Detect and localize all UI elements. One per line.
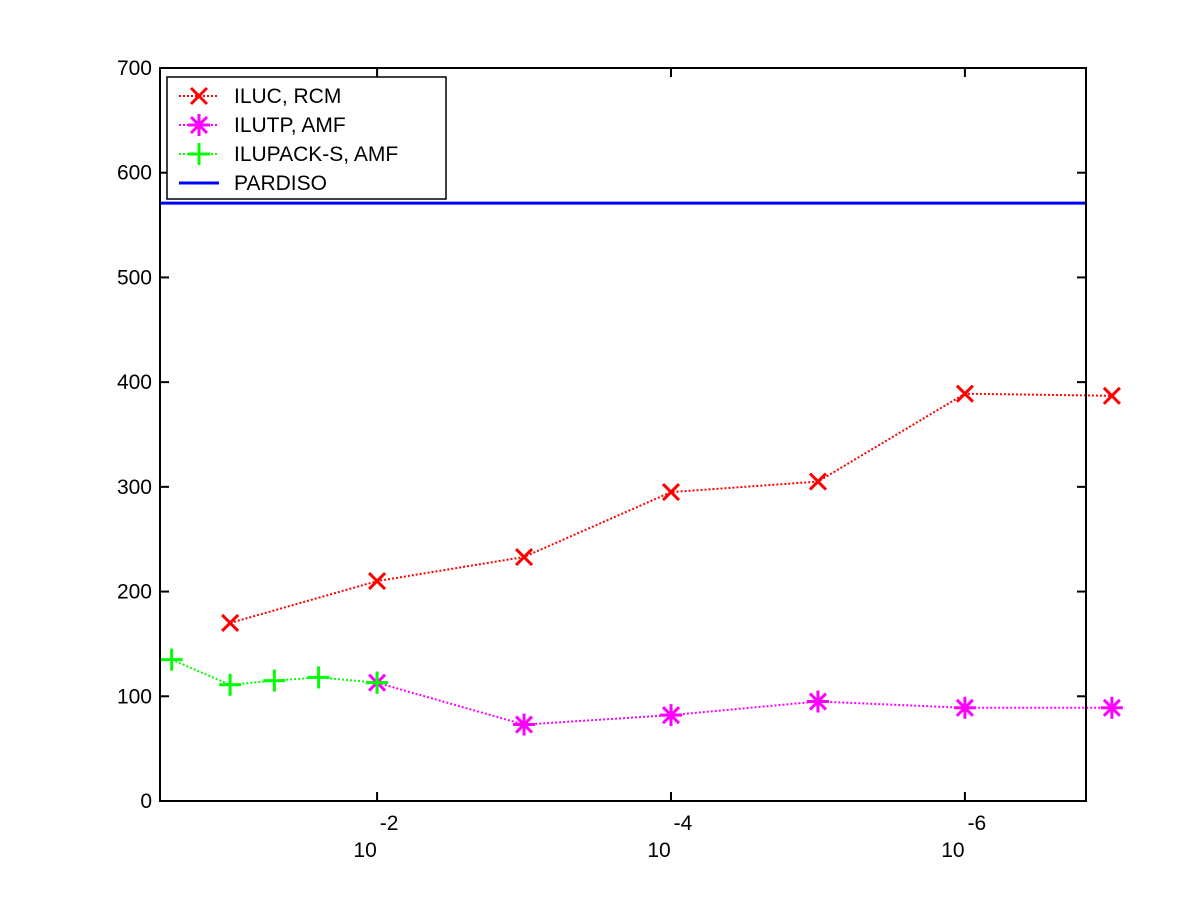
data-point-ilutp-amf [659, 704, 682, 727]
series-ilupack-s-amf [160, 648, 389, 696]
data-point-iluc-rcm [661, 483, 681, 502]
legend-marker [188, 114, 210, 136]
y-tick-label: 0 [140, 790, 152, 813]
series-iluc-rcm [221, 384, 1121, 633]
data-point-ilupack-s-amf [160, 648, 183, 671]
series-line-ilutp-amf [376, 681, 1112, 726]
data-point-ilupack-s-amf [307, 666, 330, 689]
y-tick-label: 600 [117, 162, 152, 185]
legend-label: PARDISO [234, 172, 327, 195]
x-tick-label: -610 [941, 812, 986, 862]
x-tick-exponent: -4 [674, 812, 693, 835]
data-point-ilupack-s-amf [366, 671, 389, 694]
x-tick-label: -210 [353, 812, 398, 862]
series-ilutp-amf [366, 671, 1123, 736]
data-point-iluc-rcm [955, 384, 974, 403]
legend-item-ilutp-amf: ILUTP, AMF [179, 114, 346, 137]
x-tick-base: 10 [941, 839, 964, 862]
data-point-ilutp-amf [953, 696, 976, 719]
y-tick-label: 200 [117, 581, 152, 604]
legend-item-ilupack-s-amf: ILUPACK-S, AMF [179, 143, 398, 166]
y-tick-label: 700 [117, 57, 152, 80]
data-point-iluc-rcm [368, 572, 387, 591]
data-point-iluc-rcm [1102, 386, 1121, 405]
legend-item-pardiso: PARDISO [179, 172, 327, 195]
data-point-ilutp-amf [806, 690, 829, 713]
x-tick-label: -410 [647, 812, 692, 862]
data-point-ilutp-amf [1100, 696, 1123, 719]
data-point-ilupack-s-amf [263, 669, 286, 692]
data-point-iluc-rcm [808, 472, 828, 491]
y-tick-label: 100 [117, 685, 152, 708]
legend-label: ILUC, RCM [234, 85, 341, 108]
data-point-iluc-rcm [514, 547, 534, 567]
legend-box [166, 76, 447, 200]
x-tick-exponent: -2 [380, 812, 399, 835]
legend-item-iluc-rcm: ILUC, RCM [179, 85, 341, 108]
legend-marker [189, 86, 209, 106]
x-tick-base: 10 [353, 839, 376, 862]
legend-label: ILUPACK-S, AMF [234, 143, 398, 166]
data-point-iluc-rcm [221, 613, 240, 633]
x-tick-base: 10 [647, 839, 670, 862]
series-layer [160, 201, 1123, 736]
data-point-ilupack-s-amf [219, 673, 242, 696]
y-tick-label: 500 [117, 266, 152, 289]
legend-marker [188, 143, 210, 165]
data-point-ilutp-amf [513, 713, 536, 736]
x-tick-exponent: -6 [968, 812, 987, 835]
y-tick-label: 400 [117, 371, 152, 394]
legend-label: ILUTP, AMF [234, 114, 346, 137]
y-tick-label: 300 [117, 476, 152, 499]
axes-frame [159, 67, 1087, 802]
legend: ILUC, RCM ILUTP, AMF ILUPACK-S, AMF PARDISO [166, 76, 447, 200]
